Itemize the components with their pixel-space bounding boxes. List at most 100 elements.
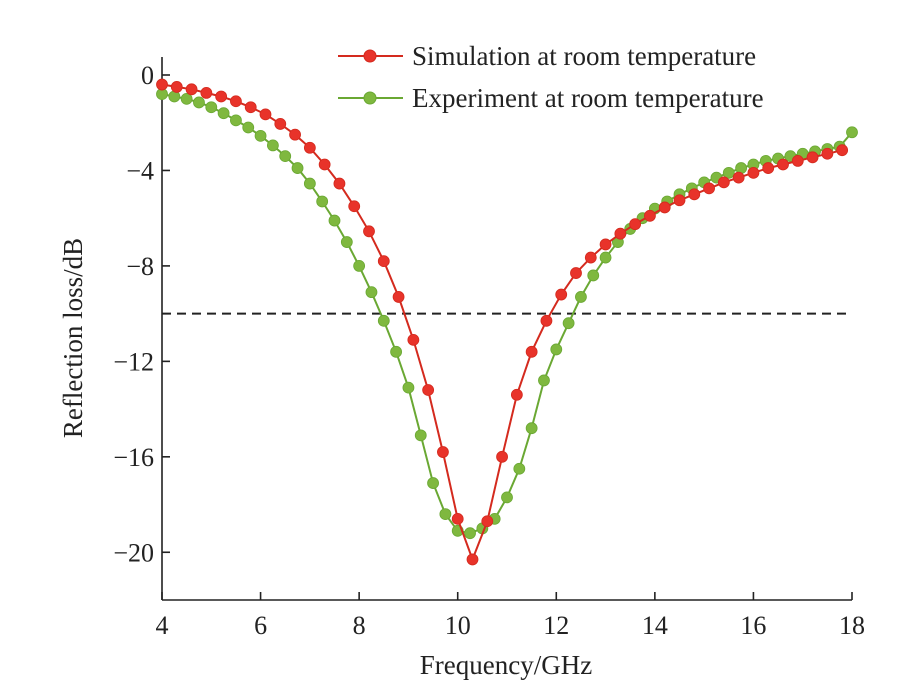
data-point-simulation bbox=[230, 95, 242, 108]
data-point-experiment bbox=[316, 195, 329, 208]
series-simulation bbox=[156, 78, 849, 566]
series-line-simulation bbox=[161, 83, 843, 563]
data-point-simulation bbox=[732, 171, 745, 184]
x-tick-label: 14 bbox=[642, 611, 668, 640]
data-point-simulation bbox=[614, 227, 627, 240]
y-tick-label: −4 bbox=[126, 156, 154, 185]
data-point-simulation bbox=[274, 118, 287, 130]
data-point-simulation bbox=[259, 108, 272, 121]
data-point-experiment bbox=[217, 107, 230, 120]
data-point-experiment bbox=[538, 374, 550, 387]
data-point-simulation bbox=[673, 194, 686, 207]
data-point-simulation bbox=[303, 141, 316, 154]
data-point-simulation bbox=[185, 83, 198, 96]
data-point-simulation bbox=[156, 78, 168, 91]
data-point-simulation bbox=[200, 86, 213, 99]
data-point-experiment bbox=[427, 477, 439, 489]
y-tick-label: −16 bbox=[113, 443, 154, 472]
data-point-experiment bbox=[193, 96, 205, 109]
data-point-simulation bbox=[762, 162, 775, 174]
y-tick-label: −8 bbox=[126, 252, 154, 281]
data-point-simulation bbox=[348, 200, 361, 213]
data-point-experiment bbox=[254, 129, 267, 142]
data-point-experiment bbox=[414, 429, 427, 442]
data-point-simulation bbox=[717, 176, 730, 189]
data-point-simulation bbox=[703, 182, 715, 195]
data-point-simulation bbox=[791, 155, 804, 167]
data-point-experiment bbox=[180, 92, 193, 105]
data-point-simulation bbox=[244, 101, 257, 114]
data-point-experiment bbox=[205, 101, 218, 114]
data-point-simulation bbox=[510, 388, 523, 401]
series-layer bbox=[156, 78, 858, 566]
data-point-experiment bbox=[599, 251, 612, 264]
data-point-experiment bbox=[846, 126, 858, 139]
data-point-experiment bbox=[291, 162, 304, 174]
data-point-experiment bbox=[439, 508, 452, 520]
data-point-experiment bbox=[587, 269, 600, 282]
legend-label-simulation: Simulation at room temperature bbox=[412, 41, 756, 71]
data-point-experiment bbox=[501, 491, 513, 504]
data-point-simulation bbox=[629, 218, 642, 231]
x-tick-label: 18 bbox=[839, 611, 865, 640]
legend-marker-experiment bbox=[363, 91, 377, 105]
x-tick-label: 16 bbox=[740, 611, 766, 640]
data-point-simulation bbox=[363, 225, 375, 238]
legend-item-simulation: Simulation at room temperature bbox=[338, 41, 756, 71]
data-point-experiment bbox=[365, 286, 378, 299]
data-point-simulation bbox=[747, 166, 760, 179]
data-point-simulation bbox=[437, 446, 449, 458]
data-point-experiment bbox=[230, 114, 242, 127]
legend-item-experiment: Experiment at room temperature bbox=[338, 83, 764, 113]
data-point-experiment bbox=[266, 139, 279, 152]
data-point-simulation bbox=[806, 151, 819, 164]
data-point-simulation bbox=[422, 384, 435, 396]
axes: 4 6 8 10 12 14 16 18 0 −4 −8 −12 −16 −20 bbox=[113, 57, 865, 640]
legend-marker-simulation bbox=[363, 49, 377, 63]
data-point-experiment bbox=[562, 317, 575, 330]
data-point-experiment bbox=[402, 381, 415, 394]
data-point-experiment bbox=[377, 314, 390, 327]
data-point-simulation bbox=[377, 255, 390, 268]
data-point-simulation bbox=[407, 333, 420, 346]
data-point-simulation bbox=[836, 144, 849, 157]
data-point-experiment bbox=[242, 121, 255, 134]
data-point-experiment bbox=[340, 236, 353, 248]
data-point-simulation bbox=[658, 201, 671, 214]
data-point-simulation bbox=[555, 288, 568, 301]
data-point-experiment bbox=[550, 343, 563, 356]
data-point-simulation bbox=[215, 90, 228, 103]
y-tick-label: −12 bbox=[113, 347, 154, 376]
data-point-simulation bbox=[688, 188, 701, 201]
data-point-experiment bbox=[575, 291, 587, 303]
data-point-experiment bbox=[722, 166, 735, 179]
data-point-simulation bbox=[333, 177, 346, 190]
data-point-experiment bbox=[303, 177, 316, 190]
data-point-experiment bbox=[328, 214, 341, 227]
x-tick-label: 4 bbox=[156, 611, 169, 640]
data-point-simulation bbox=[451, 512, 464, 525]
data-point-simulation bbox=[289, 128, 301, 141]
data-point-experiment bbox=[279, 150, 292, 163]
y-tick-label: 0 bbox=[141, 61, 154, 90]
x-axis-title: Frequency/GHz bbox=[420, 650, 592, 680]
data-point-simulation bbox=[584, 251, 597, 264]
x-tick-label: 6 bbox=[254, 611, 267, 640]
data-point-simulation bbox=[525, 345, 538, 358]
legend-label-experiment: Experiment at room temperature bbox=[412, 83, 764, 113]
data-point-simulation bbox=[540, 314, 553, 327]
data-point-simulation bbox=[644, 209, 656, 222]
x-tick-label: 10 bbox=[445, 611, 471, 640]
x-tick-label: 8 bbox=[353, 611, 366, 640]
data-point-simulation bbox=[170, 81, 183, 93]
data-point-simulation bbox=[318, 158, 331, 171]
data-point-simulation bbox=[599, 238, 612, 251]
x-tick-label: 12 bbox=[543, 611, 569, 640]
data-point-simulation bbox=[496, 450, 508, 463]
data-point-simulation bbox=[481, 515, 494, 528]
y-tick-label: −20 bbox=[113, 538, 154, 567]
data-point-simulation bbox=[777, 158, 789, 171]
data-point-simulation bbox=[466, 553, 479, 566]
data-point-simulation bbox=[392, 291, 405, 303]
